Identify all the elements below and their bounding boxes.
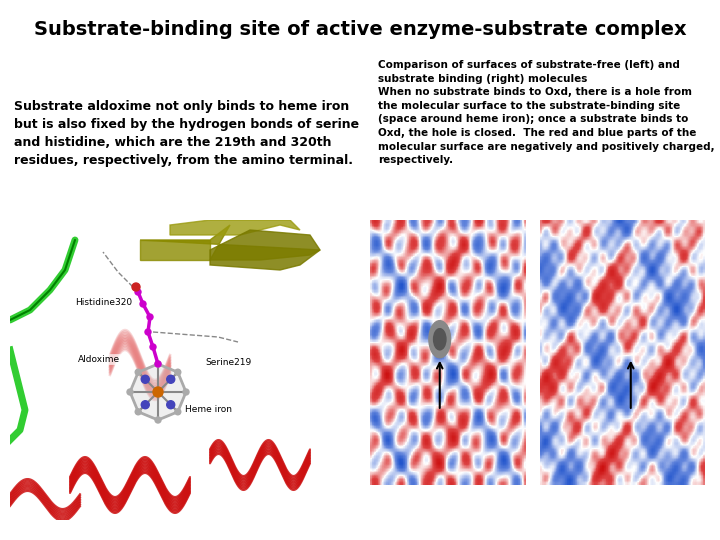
Circle shape xyxy=(153,387,163,397)
Circle shape xyxy=(141,401,149,409)
Text: Closed: Closed xyxy=(601,328,644,341)
Circle shape xyxy=(135,289,141,295)
Circle shape xyxy=(150,344,156,350)
Polygon shape xyxy=(140,225,320,260)
Circle shape xyxy=(140,301,146,307)
Polygon shape xyxy=(140,240,210,260)
Circle shape xyxy=(155,361,161,367)
Circle shape xyxy=(183,389,189,395)
Circle shape xyxy=(429,321,451,358)
Circle shape xyxy=(167,375,175,383)
Text: Substrate-binding site of active enzyme-substrate complex: Substrate-binding site of active enzyme-… xyxy=(34,20,686,39)
Text: Histidine320: Histidine320 xyxy=(75,298,132,307)
Text: Comparison of surfaces of substrate-free (left) and
substrate binding (right) mo: Comparison of surfaces of substrate-free… xyxy=(378,60,715,165)
Circle shape xyxy=(167,401,175,409)
Circle shape xyxy=(155,417,161,423)
Text: When no substrate binds to Oxd: When no substrate binds to Oxd xyxy=(379,341,516,350)
Circle shape xyxy=(127,389,133,395)
Circle shape xyxy=(132,283,140,291)
Text: Heme iron: Heme iron xyxy=(185,405,232,414)
Circle shape xyxy=(141,375,149,383)
Circle shape xyxy=(175,369,181,375)
Circle shape xyxy=(145,329,151,335)
Text: Open: Open xyxy=(431,328,464,341)
Circle shape xyxy=(147,314,153,320)
Circle shape xyxy=(155,361,161,367)
Polygon shape xyxy=(170,220,300,235)
Circle shape xyxy=(433,329,446,350)
Circle shape xyxy=(135,409,141,415)
Text: Aldoxime: Aldoxime xyxy=(78,355,120,364)
Circle shape xyxy=(135,369,141,375)
Text: Substrate aldoxime not only binds to heme iron
but is also fixed by the hydrogen: Substrate aldoxime not only binds to hem… xyxy=(14,100,359,167)
Circle shape xyxy=(175,409,181,415)
Polygon shape xyxy=(130,364,186,420)
Text: When substrate binds to Oxd: When substrate binds to Oxd xyxy=(561,341,684,350)
Text: Serine219: Serine219 xyxy=(205,358,251,367)
Polygon shape xyxy=(210,230,320,270)
